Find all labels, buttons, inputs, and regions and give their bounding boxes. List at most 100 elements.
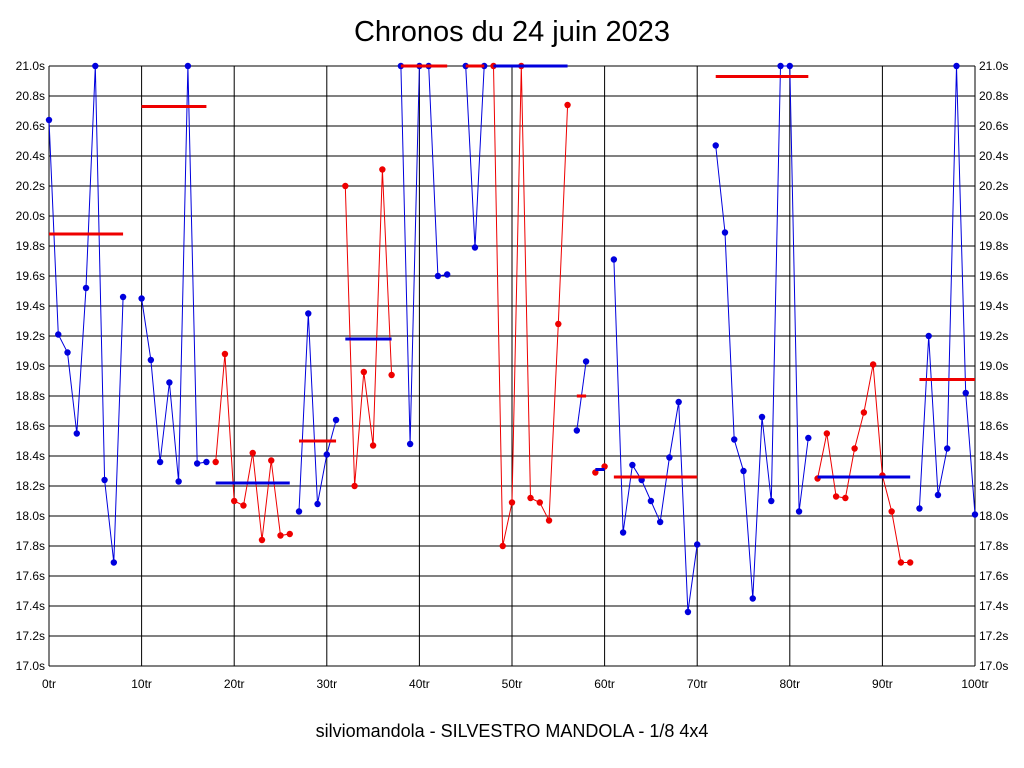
y-tick-label-right: 20.8s (979, 89, 1008, 103)
data-point (675, 398, 682, 406)
data-point (925, 332, 932, 340)
y-axis-left: 17.0s 17.2s 17.4s 17.6s 17.8s 18.0s 18.2s 18.4s… (16, 59, 45, 673)
data-point (971, 511, 979, 518)
chart-footer: silviomandola - SILVESTRO MANDOLA - 1/8 … (315, 721, 709, 741)
x-tick-label: 60tr (594, 677, 615, 691)
data-point (610, 256, 618, 263)
y-tick-label: 17.4s (16, 599, 45, 613)
data-point (314, 500, 321, 508)
y-tick-label-right: 20.2s (979, 179, 1008, 193)
y-tick-label-right: 21.0s (979, 59, 1008, 73)
data-point (536, 499, 543, 506)
data-point (73, 430, 80, 437)
data-point (212, 458, 219, 466)
y-tick-label: 18.0s (16, 509, 45, 523)
y-tick-label: 19.0s (16, 359, 45, 373)
y-tick-label: 17.8s (16, 539, 45, 553)
data-point (555, 320, 562, 328)
data-point (805, 434, 812, 442)
y-tick-label-right: 18.6s (979, 419, 1008, 433)
data-point (944, 445, 951, 452)
data-point (619, 529, 627, 536)
y-tick-label: 18.8s (16, 389, 45, 403)
series-line (215, 353, 290, 541)
data-point (258, 536, 266, 544)
data-point (545, 517, 553, 524)
x-tick-label: 50tr (502, 677, 523, 691)
data-point (712, 142, 719, 149)
y-tick-label: 17.2s (16, 629, 45, 643)
y-tick-label-right: 19.8s (979, 239, 1008, 253)
data-point (851, 445, 858, 452)
series-line (141, 65, 207, 482)
data-point (249, 449, 256, 457)
y-tick-label-right: 18.4s (979, 449, 1008, 463)
series-line (400, 65, 448, 445)
x-tick-label: 40tr (409, 677, 430, 691)
series-line (465, 65, 485, 248)
y-tick-label-right: 17.0s (979, 659, 1008, 673)
data-point (379, 166, 386, 173)
y-tick-label: 19.2s (16, 329, 45, 343)
data-point (508, 499, 516, 506)
data-point (434, 272, 442, 280)
data-point (175, 478, 182, 485)
y-tick-label: 17.0s (16, 659, 45, 673)
y-tick-label: 19.4s (16, 299, 45, 313)
y-tick-label: 19.6s (16, 269, 45, 283)
data-point (360, 368, 368, 376)
series-line (344, 169, 393, 487)
data-point (499, 542, 506, 550)
data-point (268, 457, 275, 464)
data-point (647, 497, 655, 505)
y-tick-label-right: 19.2s (979, 329, 1008, 343)
y-tick-label: 20.8s (16, 89, 45, 103)
data-point (471, 244, 479, 251)
y-tick-label-right: 17.4s (979, 599, 1008, 613)
data-point (231, 497, 238, 505)
data-point (277, 532, 284, 539)
y-tick-label-right: 17.6s (979, 569, 1008, 583)
data-point (795, 508, 803, 515)
series-line (715, 65, 809, 599)
data-point (721, 229, 729, 236)
x-tick-label: 10tr (131, 677, 152, 691)
data-point (110, 559, 118, 566)
x-axis: 0tr 10tr 20tr 30tr 40tr 50tr 60tr 70tr 80tr 90tr 1… (42, 677, 989, 691)
data-point (564, 101, 571, 109)
series-line (298, 313, 337, 512)
data-point (731, 436, 738, 443)
data-point (286, 530, 293, 538)
y-tick-label-right: 19.4s (979, 299, 1008, 313)
data-point (406, 440, 414, 448)
y-tick-label-right: 18.0s (979, 509, 1008, 523)
x-tick-label: 20tr (224, 677, 245, 691)
data-point (888, 508, 895, 515)
data-point (582, 358, 590, 365)
y-tick-label: 18.6s (16, 419, 45, 433)
y-tick-label: 20.2s (16, 179, 45, 193)
data-point (860, 409, 868, 416)
data-point (629, 461, 636, 469)
y-tick-label: 17.6s (16, 569, 45, 583)
data-point (684, 608, 692, 616)
data-point (82, 284, 90, 292)
data-point (332, 416, 340, 424)
data-point (92, 62, 99, 70)
data-point (906, 559, 914, 566)
y-tick-label-right: 19.0s (979, 359, 1008, 373)
data-point (777, 62, 784, 70)
data-point (101, 476, 108, 484)
data-point (443, 271, 451, 278)
y-tick-label-right: 18.2s (979, 479, 1008, 493)
grid (48, 65, 976, 667)
data-point (184, 62, 192, 70)
x-tick-label: 100tr (961, 677, 988, 691)
data-point (916, 505, 923, 512)
data-point (305, 310, 312, 317)
y-tick-label-right: 20.4s (979, 149, 1008, 163)
data-point (768, 497, 775, 505)
data-point (934, 491, 942, 499)
data-point (842, 494, 849, 502)
